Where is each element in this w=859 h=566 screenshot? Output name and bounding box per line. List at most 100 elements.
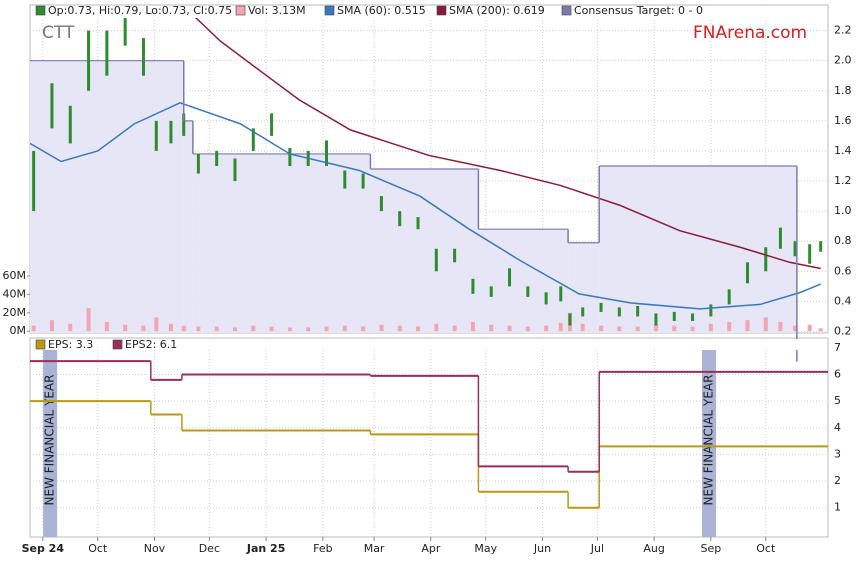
volume-bar bbox=[507, 325, 512, 332]
volume-bar bbox=[181, 325, 186, 332]
legend-swatch bbox=[112, 339, 123, 350]
price-bar bbox=[691, 313, 695, 321]
y-tick-label: 2.0 bbox=[834, 54, 852, 67]
price-bar bbox=[379, 196, 383, 212]
price-bar bbox=[87, 30, 91, 91]
volume-bar bbox=[416, 326, 421, 332]
price-bar bbox=[270, 113, 274, 136]
annotation-band bbox=[702, 350, 717, 537]
volume-bar bbox=[104, 321, 109, 332]
stock-code: CTT bbox=[42, 23, 75, 43]
eps-plot: NEW FINANCIAL YEAR NEW FINANCIAL YEAR bbox=[30, 338, 828, 537]
price-bar bbox=[251, 128, 255, 151]
volume-bar bbox=[580, 323, 585, 332]
y-tick-label: 0.8 bbox=[834, 234, 852, 247]
legend-swatch bbox=[235, 5, 246, 16]
price-bar bbox=[343, 170, 347, 189]
volume-bar bbox=[251, 325, 256, 332]
price-bar bbox=[793, 241, 797, 257]
price-bar bbox=[233, 158, 237, 182]
x-tick-label: Jan 25 bbox=[246, 542, 285, 555]
volume-bar bbox=[525, 326, 530, 332]
y2-tick-label: 0M bbox=[10, 324, 27, 337]
x-tick-label: Oct bbox=[88, 542, 108, 555]
x-tick-label: Dec bbox=[199, 542, 220, 555]
volume-bar bbox=[672, 325, 677, 332]
volume-bar bbox=[379, 324, 384, 332]
y-tick-label: 0.6 bbox=[834, 264, 852, 277]
price-bar bbox=[544, 292, 548, 305]
price-bar bbox=[196, 153, 200, 174]
annotation-band bbox=[43, 350, 58, 537]
volume-bar bbox=[807, 324, 812, 332]
price-bar bbox=[727, 289, 731, 305]
target-area bbox=[599, 165, 797, 333]
volume-bar bbox=[452, 325, 457, 332]
volume-bar bbox=[269, 326, 274, 332]
price-bar bbox=[325, 140, 329, 166]
target-area bbox=[183, 120, 193, 333]
volume-bar bbox=[745, 320, 750, 332]
price-bar bbox=[123, 8, 127, 46]
legend-swatch bbox=[35, 339, 46, 350]
x-tick-label: Jul bbox=[590, 542, 604, 555]
price-bar bbox=[416, 217, 420, 230]
volume-bar bbox=[31, 325, 36, 332]
y-tick-label: 1.4 bbox=[834, 144, 852, 157]
volume-bar bbox=[397, 325, 402, 332]
x-tick-label: Aug bbox=[643, 542, 664, 555]
y2-tick-label: 60M bbox=[3, 269, 27, 282]
volume-bar bbox=[470, 321, 475, 332]
legend-swatch bbox=[436, 5, 447, 16]
price-bar bbox=[617, 307, 621, 317]
volume-bar bbox=[287, 327, 292, 332]
volume-bar bbox=[214, 326, 219, 332]
price-bar bbox=[50, 83, 54, 129]
volume-bar bbox=[793, 325, 798, 332]
volume-bar bbox=[544, 325, 549, 332]
price-bar bbox=[141, 38, 145, 76]
y-tick-label: 4 bbox=[834, 421, 841, 434]
volume-bar bbox=[818, 328, 823, 332]
x-tick-label: Feb bbox=[313, 542, 332, 555]
y-tick-label: 7 bbox=[834, 341, 841, 354]
price-bar bbox=[215, 150, 219, 166]
annotation-text: NEW FINANCIAL YEAR bbox=[702, 375, 716, 506]
volume-bar bbox=[232, 327, 237, 332]
volume-bar bbox=[196, 326, 201, 332]
price-bar bbox=[599, 302, 603, 312]
price-bar bbox=[169, 120, 173, 144]
price-bar bbox=[581, 307, 585, 317]
price-bar bbox=[453, 248, 457, 263]
price-bar bbox=[68, 105, 72, 144]
x-tick-label: Nov bbox=[144, 542, 166, 555]
price-bar bbox=[288, 147, 292, 166]
target-area bbox=[370, 169, 479, 333]
price-bar bbox=[471, 278, 475, 294]
y2-tick-label: 20M bbox=[3, 306, 27, 319]
legend-label: Op:0.73, Hi:0.79, Lo:0.73, Cl:0.75 bbox=[48, 4, 232, 17]
legend-background bbox=[31, 339, 827, 350]
y-tick-label: 1.0 bbox=[834, 204, 852, 217]
volume-bar bbox=[324, 326, 329, 332]
price-bar bbox=[559, 286, 563, 302]
legend-label: Vol: 3.13M bbox=[248, 4, 306, 17]
price-bar bbox=[808, 244, 812, 264]
volume-bar bbox=[154, 317, 159, 332]
source-watermark: FNArena.com bbox=[693, 23, 807, 43]
legend-label: EPS: 3.3 bbox=[48, 338, 93, 351]
annotation-text: NEW FINANCIAL YEAR bbox=[43, 375, 57, 506]
price-bar bbox=[154, 120, 158, 151]
volume-bar bbox=[86, 308, 91, 332]
target-area bbox=[192, 153, 371, 333]
volume-bar bbox=[635, 326, 640, 332]
sma-line bbox=[185, 7, 821, 270]
price-bar bbox=[105, 30, 109, 76]
volume-bar bbox=[434, 323, 439, 332]
price-bar bbox=[819, 241, 823, 252]
legend-swatch bbox=[561, 5, 572, 16]
price-bar bbox=[398, 211, 402, 227]
y-tick-label: 2.2 bbox=[834, 24, 852, 37]
volume-bar bbox=[141, 325, 146, 332]
x-tick-label: Mar bbox=[364, 542, 385, 555]
